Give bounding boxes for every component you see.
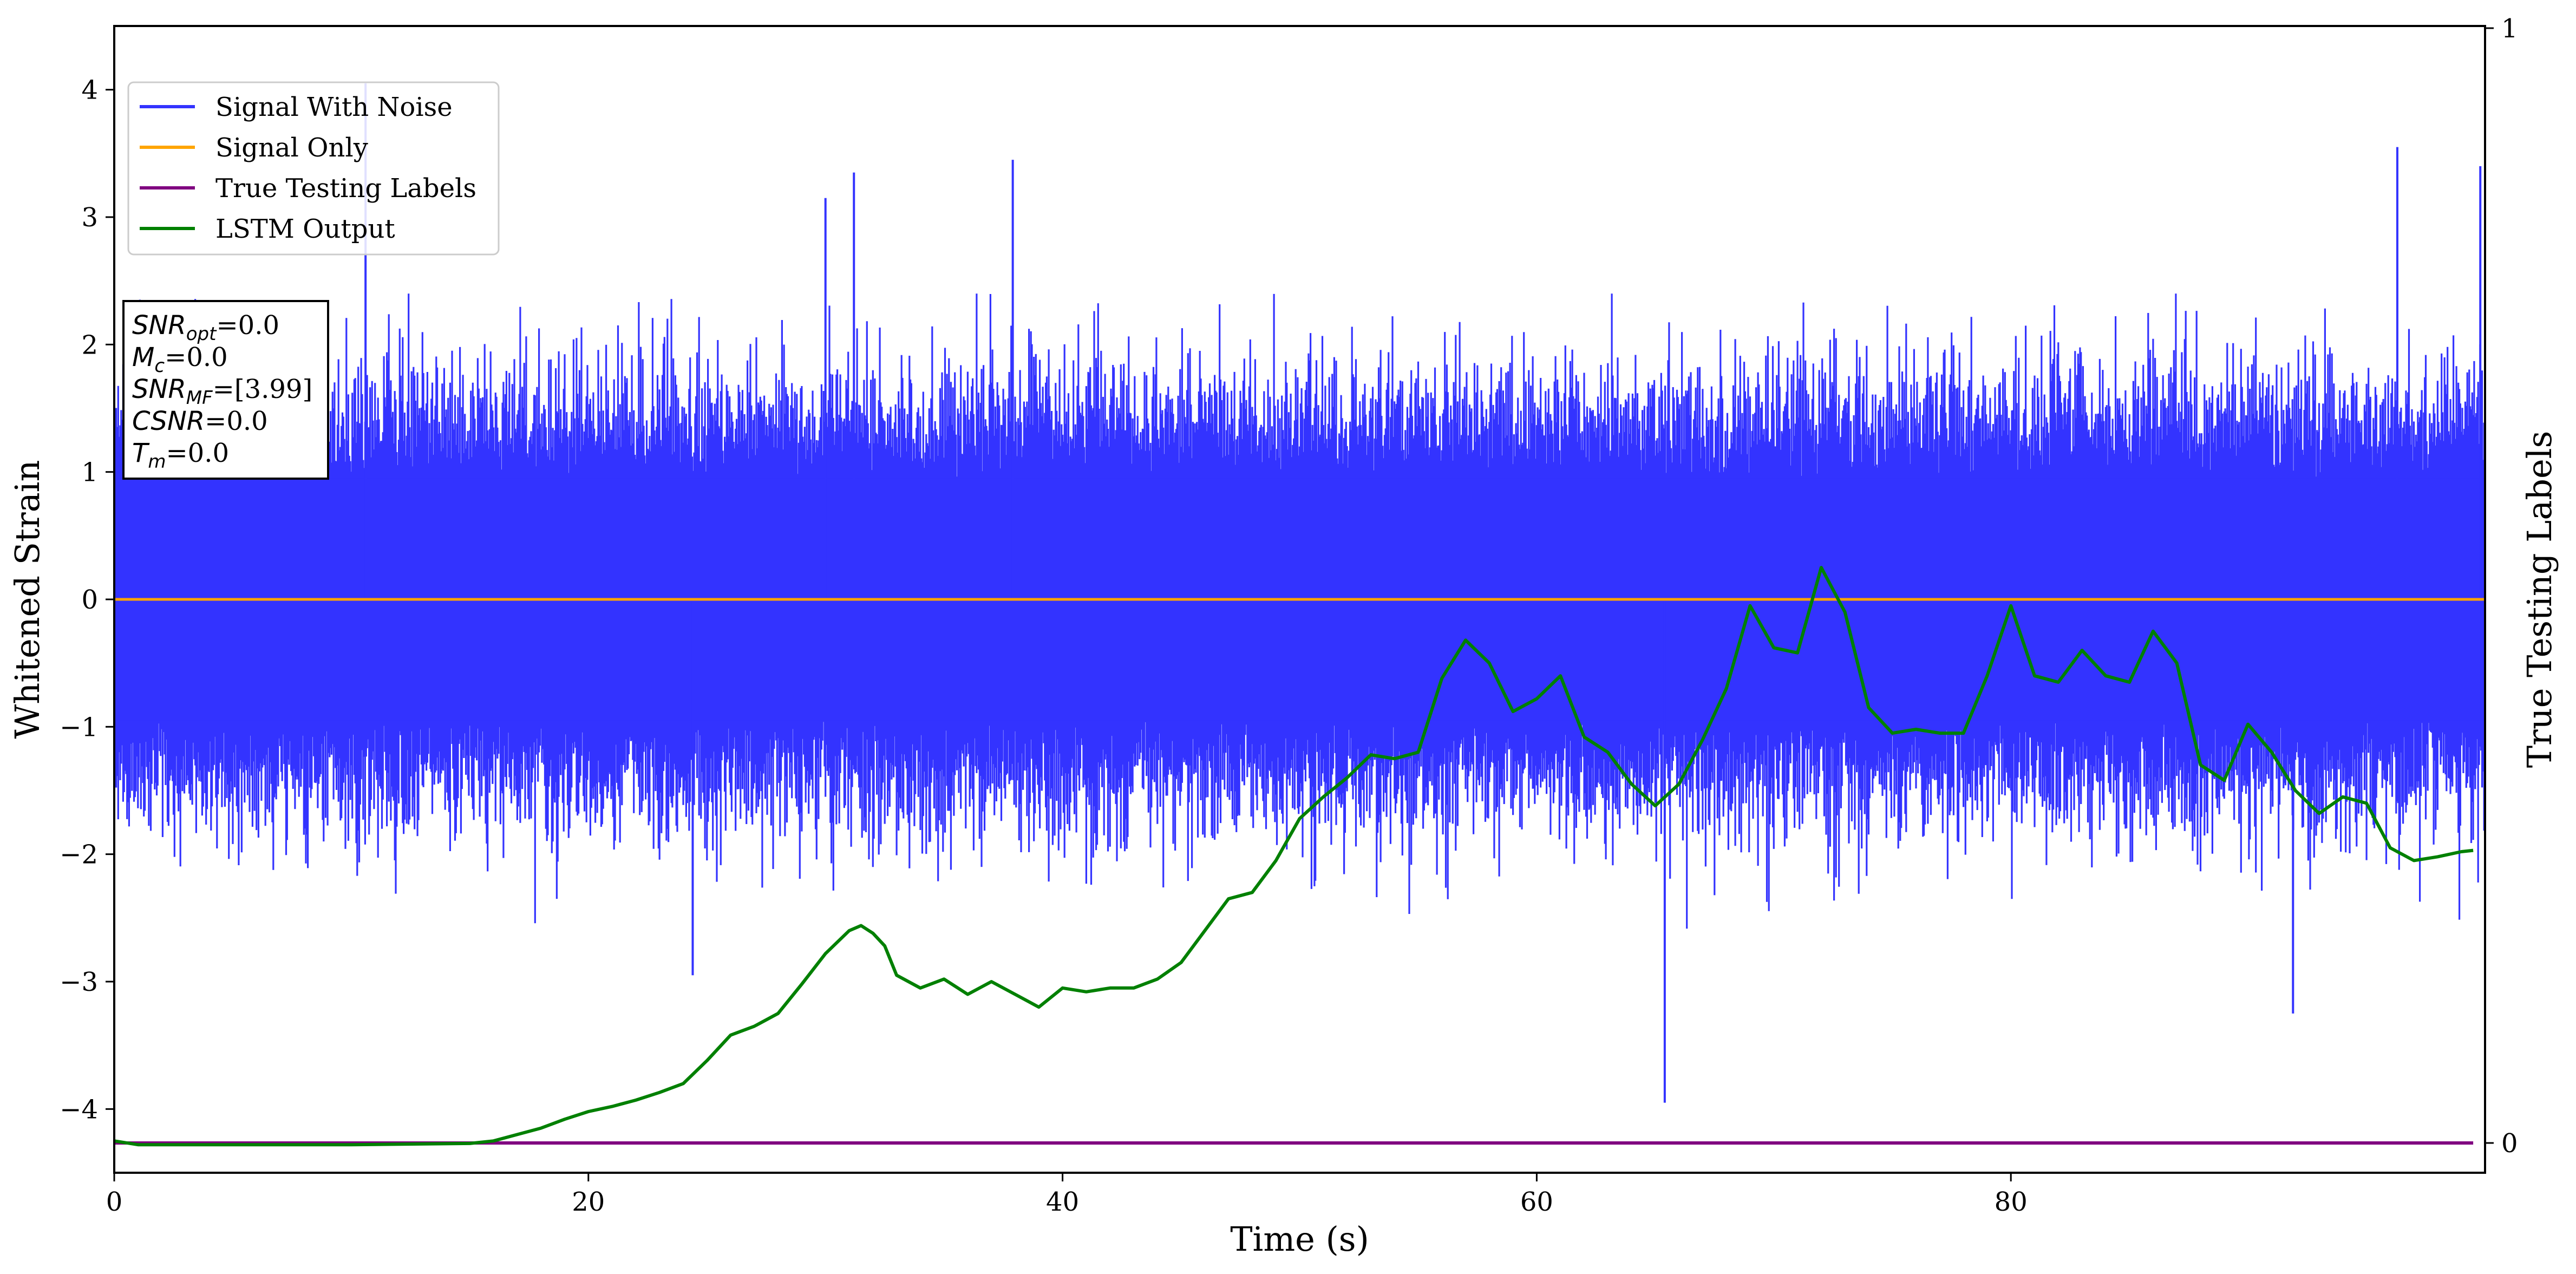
x-tick-label: 0 xyxy=(106,1187,123,1217)
legend-entry-label: LSTM Output xyxy=(215,214,395,244)
annotation-line: Mc=0.0 xyxy=(132,342,228,377)
y-tick-label: −4 xyxy=(60,1094,98,1125)
y-tick-label: 4 xyxy=(81,75,98,106)
annotation-value: =0.0 xyxy=(166,438,229,468)
annotation-value: =0.0 xyxy=(216,310,279,341)
annotation-subscript: c xyxy=(154,355,165,377)
annotation-subscript: opt xyxy=(186,323,217,345)
y-tick-label: 3 xyxy=(81,202,98,233)
annotation-value: =[3.99] xyxy=(213,374,313,404)
y-tick-label: −1 xyxy=(60,712,98,742)
annotation-symbol: T xyxy=(132,438,150,468)
annotation-symbol: SNR xyxy=(132,374,186,404)
annotation-line: SNRopt=0.0 xyxy=(132,310,279,345)
annotation-value: =0.0 xyxy=(165,342,228,373)
annotation-symbol: SNR xyxy=(132,310,186,341)
line-series-layer xyxy=(114,566,2485,1147)
x-tick-label: 20 xyxy=(572,1187,605,1217)
y-axis-label-right: True Testing Labels xyxy=(2520,431,2559,768)
annotation-box-frame xyxy=(122,300,329,480)
annotation-value: =0.0 xyxy=(205,406,268,436)
annotation-line: SNRMF=[3.99] xyxy=(132,374,312,409)
annotation-line: CSNR=0.0 xyxy=(132,406,268,436)
y-tick-label: −2 xyxy=(60,840,98,870)
y-axis-label-left: Whitened Strain xyxy=(8,460,47,739)
x-tick-label: 60 xyxy=(1520,1187,1553,1217)
x-tick-label: 80 xyxy=(1995,1187,2028,1217)
annotation-line: Tm=0.0 xyxy=(132,438,229,473)
y-tick-label: −3 xyxy=(60,967,98,997)
legend-box xyxy=(127,81,500,256)
legend-entry-label: Signal Only xyxy=(215,133,368,163)
y-tick-label: 1 xyxy=(81,458,98,488)
annotation-symbol: M xyxy=(132,342,154,373)
y-tick-label: 0 xyxy=(81,585,98,615)
legend-entry-label: Signal With Noise xyxy=(215,92,453,122)
legend: Signal With Noise Signal Only True Testing… xyxy=(127,81,500,256)
annotation-subscript: m xyxy=(148,451,166,473)
annotation-subscript: MF xyxy=(186,387,213,409)
lstm-output-line xyxy=(114,566,2474,1147)
parameter-annotation-box: SNRopt=0.0Mc=0.0SNRMF=[3.99]CSNR=0.0Tm=0… xyxy=(122,300,329,480)
legend-entry-label: True Testing Labels xyxy=(215,173,476,204)
annotation-symbol: CSNR xyxy=(132,406,205,436)
x-axis-label: Time (s) xyxy=(1230,1219,1369,1259)
x-tick-label: 40 xyxy=(1046,1187,1079,1217)
y-right-tick-label: 0 xyxy=(2501,1128,2518,1159)
y-tick-label: 2 xyxy=(81,330,98,360)
y-right-tick-label: 1 xyxy=(2501,14,2518,44)
